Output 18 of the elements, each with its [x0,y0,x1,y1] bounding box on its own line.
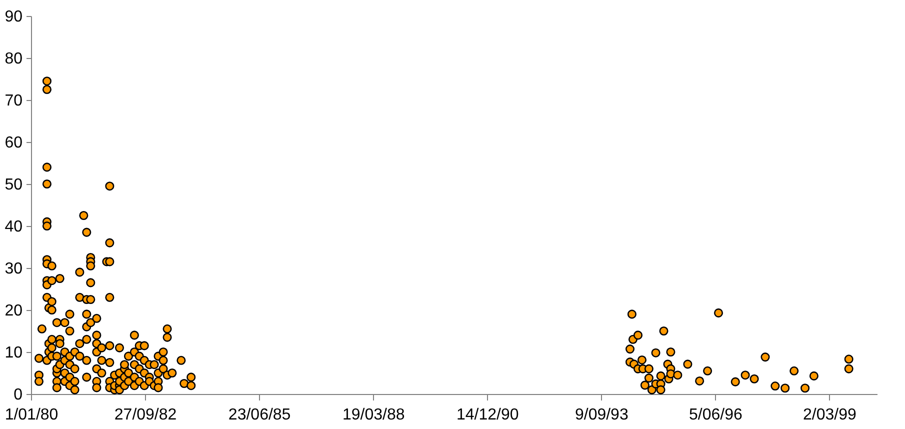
y-tick-label: 10 [4,344,23,362]
y-tick-label: 60 [4,134,23,152]
x-tick-label: 5/06/96 [688,406,742,424]
x-tick-label: 27/09/82 [114,406,177,424]
y-tick-label: 80 [4,50,23,68]
x-tick-label: 19/03/88 [342,406,405,424]
y-tick-label: 90 [4,8,23,26]
x-tick-label: 14/12/90 [456,406,519,424]
x-tick-label: 2/03/99 [803,406,857,424]
y-tick-label: 70 [4,92,23,110]
x-tick-label: 1/01/80 [4,406,58,424]
y-tick-label: 40 [4,218,23,236]
y-tick-label: 0 [14,386,23,404]
x-tick-label: 9/09/93 [574,406,628,424]
x-tick-label: 23/06/85 [228,406,291,424]
y-tick-label: 30 [4,260,23,278]
y-tick-label: 20 [4,302,23,320]
y-tick-label: 50 [4,176,23,194]
